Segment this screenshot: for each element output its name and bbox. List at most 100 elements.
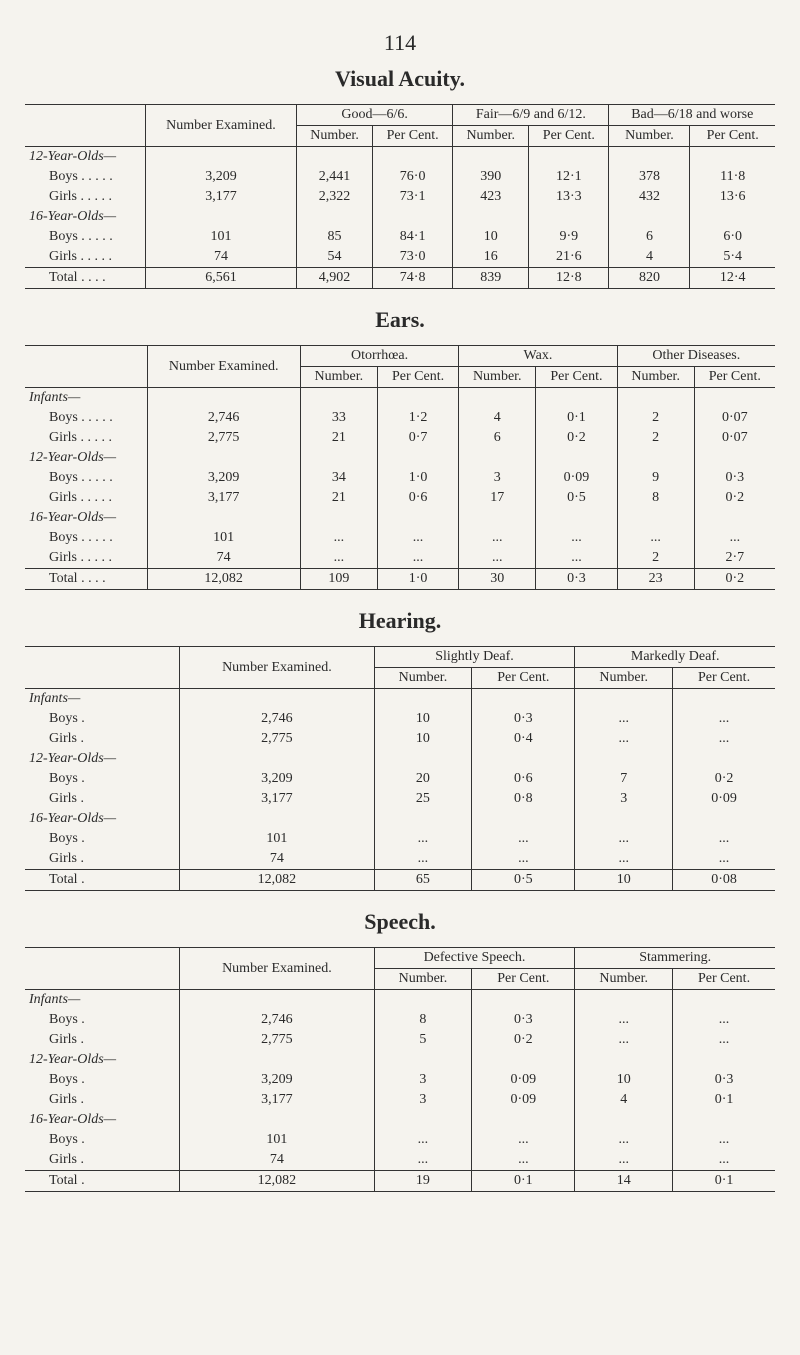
cell: 74 <box>147 548 300 569</box>
table-row: Boys . 2,746 8 0·3 ... ... <box>25 1010 775 1030</box>
cell: 101 <box>180 1130 374 1150</box>
cell: ... <box>673 1030 775 1050</box>
ears-table: Number Examined. Otorrhœa. Wax. Other Di… <box>25 345 775 590</box>
row-label: Boys . <box>25 1070 180 1090</box>
table-row: Boys . . . . . 101 85 84·1 10 9·9 6 6·0 <box>25 227 775 247</box>
group-label: 16-Year-Olds— <box>25 1110 180 1130</box>
cell: ... <box>377 528 458 548</box>
subcol-percent: Per Cent. <box>472 969 575 990</box>
cell: 0·4 <box>472 729 575 749</box>
cell: 33 <box>300 408 377 428</box>
cell: 0·3 <box>472 1010 575 1030</box>
subcol-number: Number. <box>575 668 673 689</box>
table-row: Boys . . . . . 3,209 2,441 76·0 390 12·1… <box>25 167 775 187</box>
speech-table: Number Examined. Defective Speech. Stamm… <box>25 947 775 1192</box>
cell: 0·1 <box>536 408 617 428</box>
cell: 0·09 <box>536 468 617 488</box>
cell: 0·3 <box>694 468 775 488</box>
cell: 34 <box>300 468 377 488</box>
cell: 0·3 <box>472 709 575 729</box>
cell: 1·0 <box>377 468 458 488</box>
cell: 2 <box>617 408 694 428</box>
col-defective: Defective Speech. <box>374 948 575 969</box>
row-label: Girls . . . . . <box>25 187 145 207</box>
group-label: Infants— <box>25 990 180 1011</box>
group-label: Infants— <box>25 689 180 710</box>
subcol-percent: Per Cent. <box>694 367 775 388</box>
cell: 3,177 <box>147 488 300 508</box>
row-label: Girls . . . . . <box>25 428 147 448</box>
cell: 19 <box>374 1171 472 1192</box>
cell: 0·09 <box>472 1070 575 1090</box>
cell: 10 <box>575 1070 673 1090</box>
cell: 3,177 <box>180 1090 374 1110</box>
subcol-number: Number. <box>297 126 373 147</box>
subcol-percent: Per Cent. <box>536 367 617 388</box>
cell: ... <box>673 709 775 729</box>
subcol-number: Number. <box>300 367 377 388</box>
page-number: 114 <box>25 30 775 56</box>
cell: ... <box>374 1150 472 1171</box>
cell: 3,209 <box>145 167 296 187</box>
cell: 0·3 <box>536 569 617 590</box>
cell: 20 <box>374 769 472 789</box>
cell: 0·3 <box>673 1070 775 1090</box>
cell: 13·3 <box>529 187 609 207</box>
cell: 16 <box>453 247 529 268</box>
group-label: 12-Year-Olds— <box>25 749 180 769</box>
row-label: Boys . <box>25 709 180 729</box>
subcol-percent: Per Cent. <box>673 668 775 689</box>
table-row: Girls . 2,775 10 0·4 ... ... <box>25 729 775 749</box>
cell: 3,177 <box>145 187 296 207</box>
table-row: Girls . . . . . 2,775 21 0·7 6 0·2 2 0·0… <box>25 428 775 448</box>
cell: 5 <box>374 1030 472 1050</box>
cell: 74 <box>180 1150 374 1171</box>
row-label: Girls . <box>25 849 180 870</box>
cell: 0·1 <box>673 1171 775 1192</box>
cell: 73·0 <box>373 247 453 268</box>
ears-title: Ears. <box>25 307 775 333</box>
row-label: Boys . . . . . <box>25 408 147 428</box>
col-slight: Slightly Deaf. <box>374 647 575 668</box>
col-bad: Bad—6/18 and worse <box>609 105 775 126</box>
cell: 0·07 <box>694 428 775 448</box>
table-row: 16-Year-Olds— <box>25 1110 775 1130</box>
total-row: Total . 12,082 19 0·1 14 0·1 <box>25 1171 775 1192</box>
cell: 0·8 <box>472 789 575 809</box>
group-label: 16-Year-Olds— <box>25 809 180 829</box>
subcol-percent: Per Cent. <box>377 367 458 388</box>
cell: ... <box>673 829 775 849</box>
cell: 2·7 <box>694 548 775 569</box>
col-fair: Fair—6/9 and 6/12. <box>453 105 609 126</box>
cell: 0·6 <box>472 769 575 789</box>
cell: 65 <box>374 870 472 891</box>
cell: 0·07 <box>694 408 775 428</box>
cell: ... <box>617 528 694 548</box>
cell: 0·1 <box>472 1171 575 1192</box>
cell: 73·1 <box>373 187 453 207</box>
group-label: Infants— <box>25 388 147 409</box>
subcol-number: Number. <box>453 126 529 147</box>
cell: 17 <box>459 488 536 508</box>
group-label: 12-Year-Olds— <box>25 147 145 168</box>
visual-acuity-table: Number Examined. Good—6/6. Fair—6/9 and … <box>25 104 775 289</box>
cell: 10 <box>374 709 472 729</box>
group-label: 12-Year-Olds— <box>25 448 147 468</box>
total-label: Total . <box>25 870 180 891</box>
cell: ... <box>694 528 775 548</box>
cell: 11·8 <box>690 167 775 187</box>
cell: 7 <box>575 769 673 789</box>
cell: 3 <box>575 789 673 809</box>
cell: ... <box>536 548 617 569</box>
cell: 12,082 <box>147 569 300 590</box>
cell: ... <box>472 1150 575 1171</box>
total-label: Total . <box>25 1171 180 1192</box>
cell: 101 <box>180 829 374 849</box>
cell: 21 <box>300 488 377 508</box>
col-otor: Otorrhœa. <box>300 346 458 367</box>
cell: 1·2 <box>377 408 458 428</box>
cell: 0·09 <box>673 789 775 809</box>
cell: ... <box>575 1010 673 1030</box>
table-row: Girls . . . . . 74 54 73·0 16 21·6 4 5·4 <box>25 247 775 268</box>
table-row: 12-Year-Olds— <box>25 749 775 769</box>
